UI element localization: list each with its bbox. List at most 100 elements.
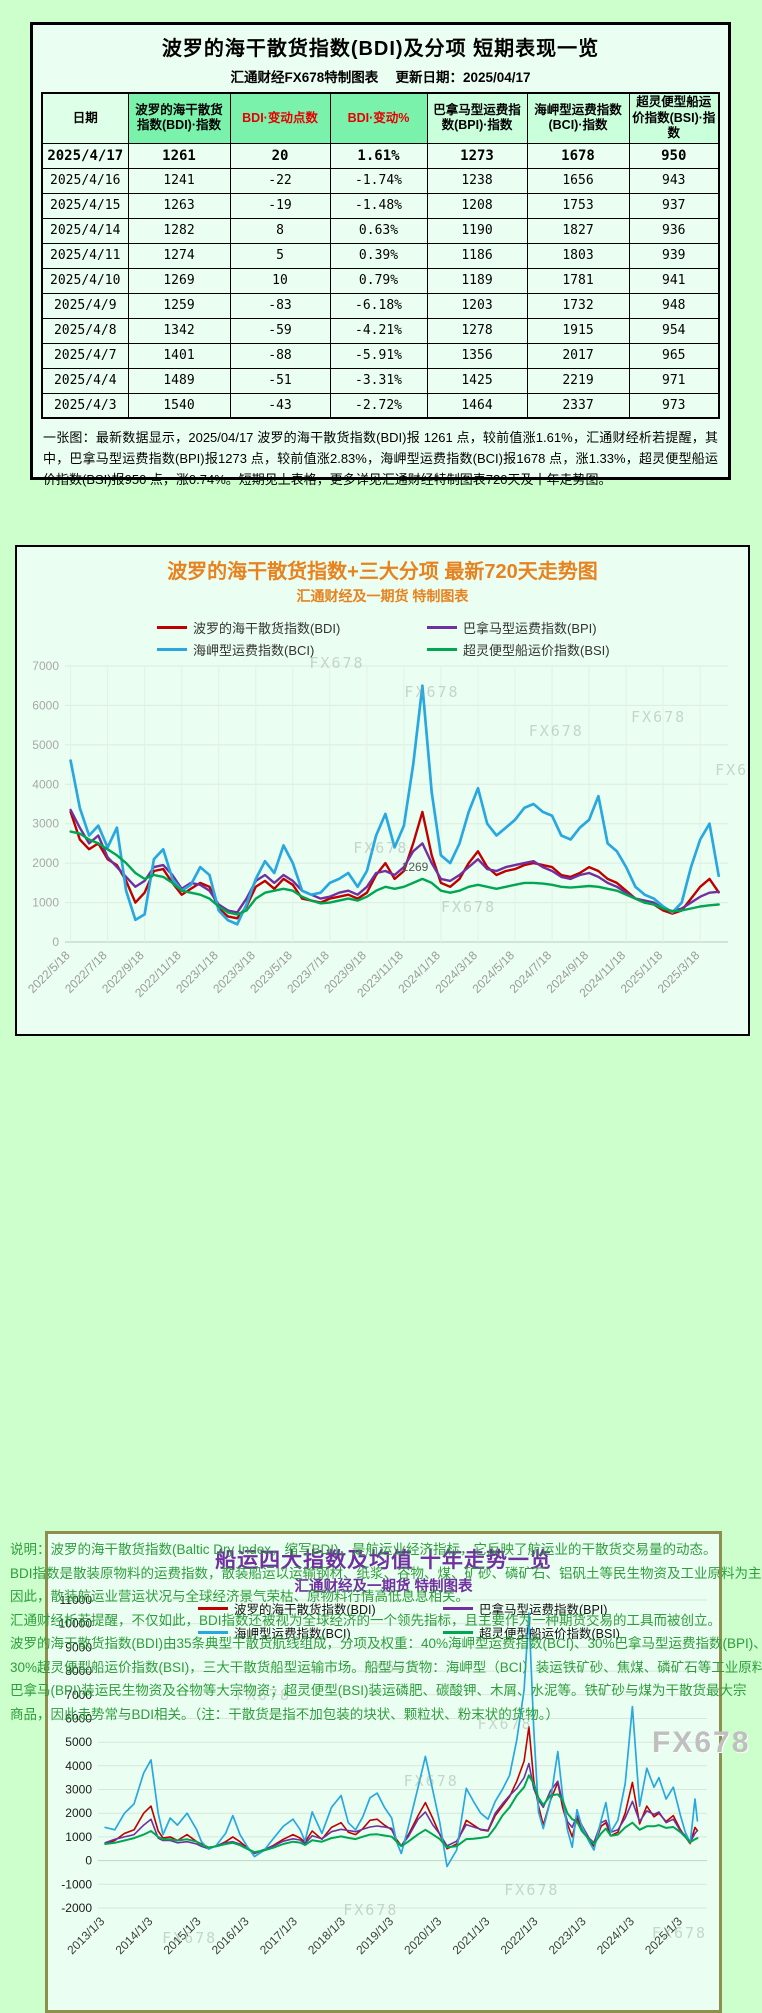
chart-10y-title: 船运四大指数及均值 十年走势一览	[215, 1549, 552, 1572]
svg-text:2025/1/3: 2025/1/3	[642, 1914, 685, 1957]
table-cell: -19	[229, 192, 331, 219]
table-cell: -3.31%	[329, 367, 428, 394]
table-row: 2025/4/17 1261 20 1.61% 1273 1678 950	[41, 142, 720, 169]
footnote-line: BDI指数是散装原物料的运费指数，散装船运以运输钢材、纸浆、谷物、煤、矿砂、磷矿…	[10, 1565, 762, 1581]
table-cell: 973	[628, 392, 720, 419]
table-cell: 1274	[127, 242, 231, 269]
column-header: BDI·变动点数	[229, 92, 331, 144]
legend-label: 超灵便型船运价指数(BSI)	[479, 1626, 620, 1641]
table-cell: 1356	[426, 342, 528, 369]
footnote-line: 商品，因此走势常与BDI相关。（注：干散货是指不加包装的块状、颗粒状、粉末状的货…	[10, 1706, 560, 1722]
fx678-watermark: FX678	[652, 1726, 751, 1759]
table-cell: -83	[229, 292, 331, 319]
table-cell: 1.61%	[329, 142, 428, 169]
table-cell: 1189	[426, 267, 528, 294]
table-cell: 1915	[526, 317, 630, 344]
svg-text:0: 0	[85, 1854, 92, 1868]
table-cell: 2025/4/4	[41, 367, 129, 394]
table-cell: 1401	[127, 342, 231, 369]
svg-text:2000: 2000	[65, 1806, 92, 1820]
table-cell: -6.18%	[329, 292, 428, 319]
table-row: 2025/4/4 1489 -51 -3.31% 1425 2219 971	[41, 367, 720, 394]
svg-text:2024/1/3: 2024/1/3	[594, 1914, 637, 1957]
bdi-table-body: 2025/4/17 1261 20 1.61% 1273 1678 950 2025/4/16…	[41, 142, 720, 419]
chart-10y-legend: 波罗的海干散货指数(BDI) 巴拿马型运费指数(BPI) 海岬型运费指数(BCI) 超…	[198, 1596, 698, 1644]
table-cell: 965	[628, 342, 720, 369]
footnote-line: 巴拿马(BPI)装运民生物资及谷物等大宗物资；超灵便型(BSI)装运磷肥、碳酸钾…	[10, 1683, 747, 1698]
column-header: 波罗的海干散货指数(BDI)·指数	[127, 92, 231, 144]
column-header: BDI·变动%	[329, 92, 428, 144]
table-cell: 1342	[127, 317, 231, 344]
table-cell: 1282	[127, 217, 231, 244]
legend-item-bdi: 波罗的海干散货指数(BDI)	[157, 618, 427, 637]
svg-text:8000: 8000	[65, 1664, 92, 1678]
table-row: 2025/4/15 1263 -19 -1.48% 1208 1753 937	[41, 192, 720, 219]
table-cell: 954	[628, 317, 720, 344]
table-cell: -43	[229, 392, 331, 419]
table-cell: 1278	[426, 317, 528, 344]
svg-text:2014/1/3: 2014/1/3	[113, 1914, 156, 1957]
legend-label: 波罗的海干散货指数(BDI)	[193, 620, 341, 636]
data-label: 1269	[402, 860, 429, 874]
svg-text:2021/1/3: 2021/1/3	[450, 1914, 493, 1957]
table-row: 2025/4/3 1540 -43 -2.72% 1464 2337 973	[41, 392, 720, 419]
table-cell: 2017	[526, 342, 630, 369]
footnotes: 说明：波罗的海干散货指数(Baltic Dry Index，缩写BDI)，是航运…	[10, 1538, 762, 1726]
svg-text:2020/1/3: 2020/1/3	[401, 1914, 444, 1957]
table-cell: -2.72%	[329, 392, 428, 419]
table-cell: 943	[628, 167, 720, 194]
table-subtitle: 汇通财经FX678特制图表 更新日期：2025/04/17	[230, 70, 531, 85]
table-cell: -4.21%	[329, 317, 428, 344]
table-cell: 936	[628, 217, 720, 244]
table-row: 2025/4/8 1342 -59 -4.21% 1278 1915 954	[41, 317, 720, 344]
table-cell: 1190	[426, 217, 528, 244]
bdi-line-swatch	[198, 1606, 228, 1610]
chart-720d-subtitle: 汇通财经及一期货 特制图表	[296, 588, 469, 604]
svg-text:4000: 4000	[65, 1759, 92, 1773]
table-cell: 2025/4/9	[41, 292, 129, 319]
table-cell: 948	[628, 292, 720, 319]
svg-text:2019/1/3: 2019/1/3	[353, 1914, 396, 1957]
chart-720d-plot: 010002000300040005000600070002022/5/1820…	[25, 659, 728, 1000]
table-cell: 2219	[526, 367, 630, 394]
chart-10y-subtitle: 汇通财经及一期货 特制图表	[294, 1579, 473, 1595]
footnote-line: 汇通财经析若提醒，不仅如此，BDI指数还被视为全球经济的一个领先指标，且主要作为…	[10, 1612, 722, 1628]
svg-text:-1000: -1000	[61, 1877, 92, 1891]
table-cell: 1186	[426, 242, 528, 269]
table-cell: 0.63%	[329, 217, 428, 244]
series-bpi-line	[69, 808, 720, 914]
legend-item-bsi: 超灵便型船运价指数(BSI)	[427, 640, 697, 659]
table-cell: 1263	[127, 192, 231, 219]
table-cell: 1732	[526, 292, 630, 319]
footnote-line: 30%超灵便型船运价指数(BSI)，三大干散货船型运输市场。船型与货物：海岬型（…	[10, 1659, 762, 1675]
svg-text:11000: 11000	[60, 1596, 93, 1607]
svg-text:1000: 1000	[32, 896, 59, 910]
chart-720d-legend: 波罗的海干散货指数(BDI) 巴拿马型运费指数(BPI) 海岬型运费指数(BCI) 超…	[17, 616, 748, 660]
svg-text:7000: 7000	[65, 1688, 92, 1702]
table-row: 2025/4/10 1269 10 0.79% 1189 1781 941	[41, 267, 720, 294]
legend-item-bdi: 波罗的海干散货指数(BDI)	[198, 1599, 443, 1618]
table-cell: 1489	[127, 367, 231, 394]
legend-item-bpi: 巴拿马型运费指数(BPI)	[427, 618, 697, 637]
column-header: 超灵便型船运价指数(BSI)·指数	[628, 92, 720, 144]
bsi-line-swatch	[427, 647, 457, 651]
table-cell: 1827	[526, 217, 630, 244]
table-cell: 2025/4/11	[41, 242, 129, 269]
svg-text:1000: 1000	[65, 1830, 92, 1844]
table-cell: 1656	[526, 167, 630, 194]
svg-text:2023/1/3: 2023/1/3	[546, 1914, 589, 1957]
footnote-line: 说明：波罗的海干散货指数(Baltic Dry Index，缩写BDI)，是航运…	[10, 1542, 717, 1557]
svg-text:5000: 5000	[65, 1735, 92, 1749]
legend-label: 波罗的海干散货指数(BDI)	[234, 1602, 376, 1617]
table-cell: 0.79%	[329, 267, 428, 294]
legend-item-bci: 海岬型运费指数(BCI)	[198, 1623, 443, 1642]
table-cell: 1238	[426, 167, 528, 194]
svg-text:2016/1/3: 2016/1/3	[209, 1914, 252, 1957]
table-cell: 1259	[127, 292, 231, 319]
bdi-line-swatch	[157, 625, 187, 629]
bsi-line-swatch	[443, 1630, 473, 1634]
table-cell: 1540	[127, 392, 231, 419]
table-cell: 2025/4/10	[41, 267, 129, 294]
bdi-report-page: { "page": { "watermark": "FX678" }, "col…	[10, 22, 762, 2013]
svg-text:9000: 9000	[65, 1640, 92, 1654]
